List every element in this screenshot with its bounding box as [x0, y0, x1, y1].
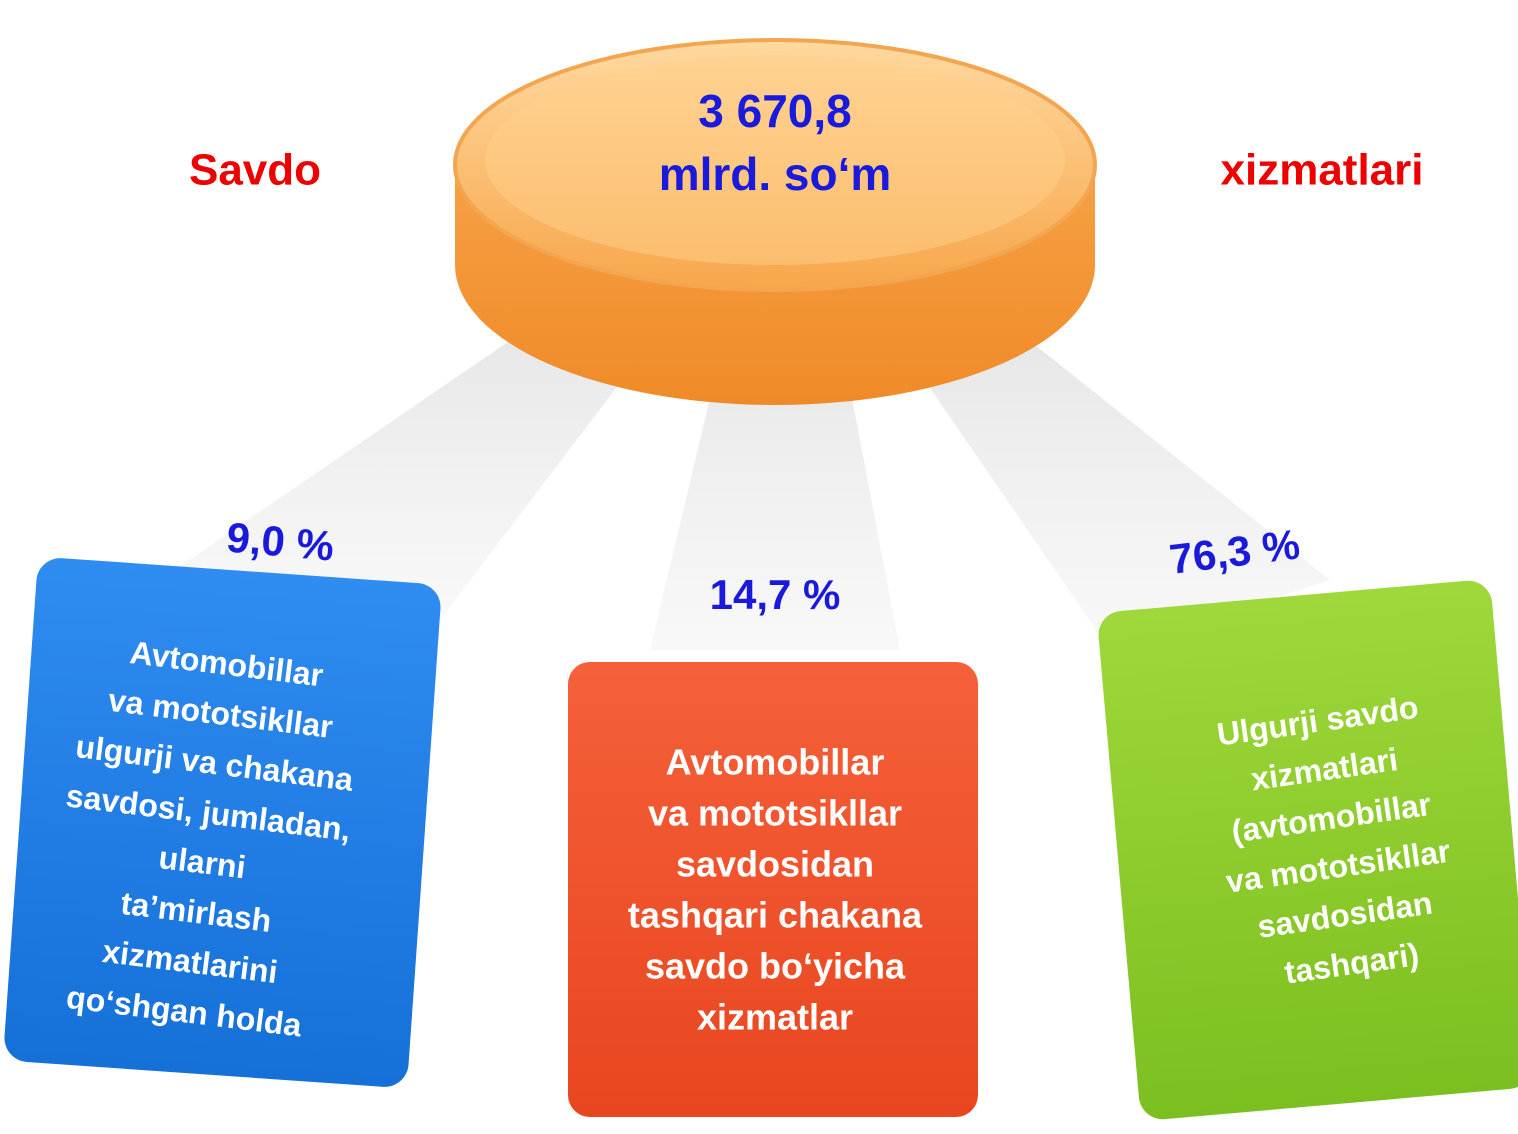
header-right: xizmatlari: [1221, 146, 1424, 195]
beam: [650, 335, 900, 650]
beam: [890, 325, 1330, 650]
percent: 9,0 %: [225, 514, 336, 570]
box-text: Avtomobillar: [666, 742, 885, 783]
center-value: mlrd. so‘m: [659, 148, 892, 200]
red-box: [568, 662, 978, 1117]
header-left: Savdo: [189, 146, 321, 195]
disc: [453, 38, 1097, 405]
green-box: [1098, 580, 1518, 1120]
blue-box: [4, 558, 441, 1087]
box-text: xizmatlar: [697, 997, 853, 1038]
center-value: 3 670,8: [698, 85, 851, 137]
box-text: va mototsikllar: [648, 793, 902, 834]
box-text: tashqari chakana: [628, 895, 923, 936]
percent: 14,7 %: [710, 571, 841, 618]
beam: [160, 320, 660, 620]
box-text: savdo bo‘yicha: [645, 946, 906, 987]
box-text: savdosidan: [676, 844, 874, 885]
beams: [160, 320, 1330, 650]
